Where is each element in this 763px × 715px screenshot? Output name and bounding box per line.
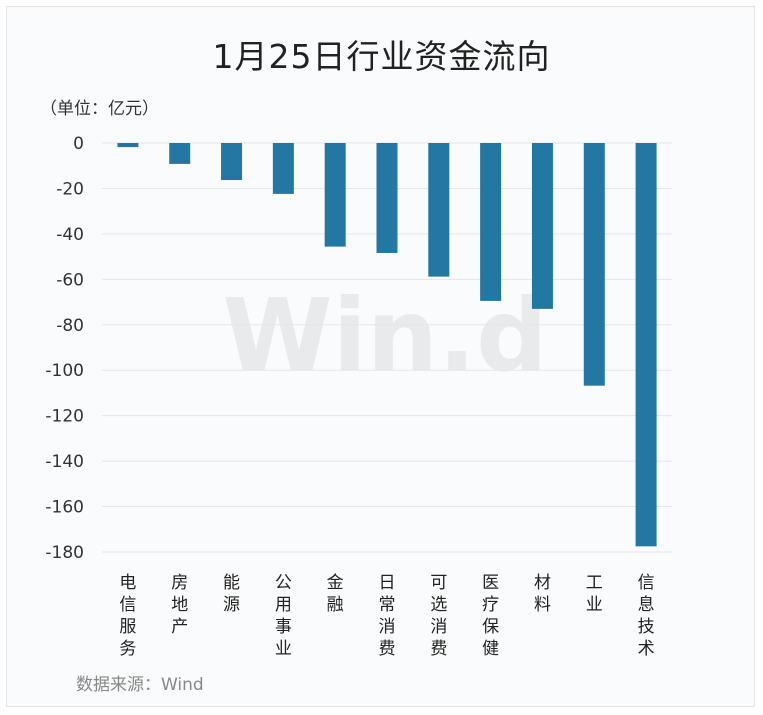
chart-title: 1月25日行业资金流向 [212,37,551,76]
bar [117,143,139,148]
x-tick-label: 电信服务 [119,573,136,659]
source-note: 数据来源：Wind [76,675,204,695]
bar [583,143,605,386]
x-tick-label: 能源 [223,573,240,615]
bar [480,143,502,301]
y-tick-label: -160 [45,498,84,518]
y-tick-label: -20 [56,179,84,199]
x-tick-label: 工业 [586,573,603,615]
bar [635,143,657,547]
bar [428,143,450,277]
y-tick-label: 0 [73,134,84,154]
bar [376,143,398,253]
bar [169,143,191,164]
y-tick-label: -140 [45,452,84,472]
x-tick-label: 日常消费 [379,573,396,659]
y-tick-label: -80 [56,316,84,336]
bar [531,143,553,309]
bar [272,143,294,194]
chart-frame [6,6,755,707]
bar [221,143,243,181]
x-tick-label: 医疗保健 [482,573,499,659]
y-axis: 0 -20 -40 -60 -80 -100 -120 -140 -160 -180 [45,134,84,563]
x-tick-label: 公用事业 [275,573,292,659]
y-tick-label: -60 [56,270,84,290]
x-tick-label: 材料 [534,573,551,615]
y-tick-label: -40 [56,225,84,245]
x-tick-label: 可选消费 [430,573,447,659]
bars [117,143,657,547]
x-tick-label: 信息技术 [638,573,655,659]
y-tick-label: -100 [45,361,84,381]
x-tick-label: 房地产 [171,573,188,637]
y-tick-label: -180 [45,543,84,563]
y-tick-label: -120 [45,407,84,427]
unit-label: （单位：亿元） [40,99,159,119]
bar [324,143,346,247]
x-tick-label: 金融 [327,573,344,615]
